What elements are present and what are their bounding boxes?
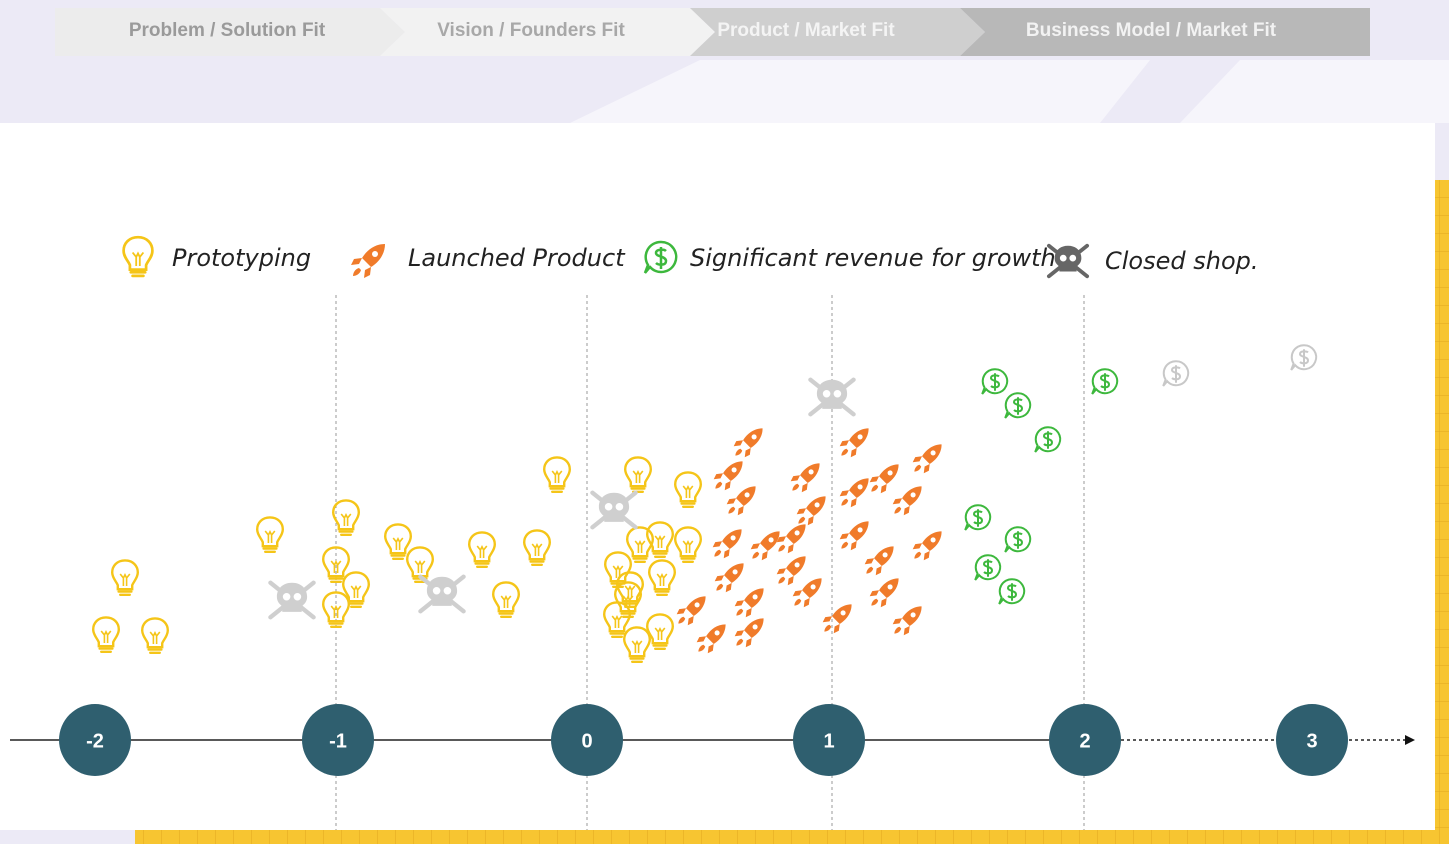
grid-edge — [135, 830, 1449, 844]
phase-label: Business Model / Market Fit — [1026, 20, 1277, 41]
phase-segment — [960, 8, 1370, 56]
timeline-label: 0 — [581, 730, 592, 752]
timeline-node — [793, 704, 865, 776]
timeline-node — [551, 704, 623, 776]
timeline-label: -1 — [329, 730, 347, 752]
timeline-label: 3 — [1306, 730, 1317, 752]
phase-segment — [690, 8, 985, 56]
phase-segment — [55, 8, 405, 56]
timeline-node — [59, 704, 131, 776]
phase-segment — [380, 8, 715, 56]
background-shape — [570, 60, 1449, 123]
grid-edge — [1435, 180, 1449, 844]
timeline-node — [1049, 704, 1121, 776]
timeline-label: -2 — [86, 730, 104, 752]
legend: Prototyping Launched Product Significant… — [122, 235, 1259, 279]
timeline-node — [1276, 704, 1348, 776]
timeline-label: 2 — [1079, 730, 1090, 752]
phase-bar: Problem / Solution Fit Vision / Founders… — [55, 8, 1370, 56]
phase-label: Problem / Solution Fit — [129, 20, 326, 41]
timeline-label: 1 — [823, 730, 834, 752]
legend-label: Prototyping — [172, 244, 311, 272]
timeline-node — [302, 704, 374, 776]
legend-label: Significant revenue for growth — [690, 244, 1056, 272]
phase-label: Vision / Founders Fit — [437, 20, 625, 41]
phase-label: Product / Market Fit — [717, 20, 895, 41]
timeline-nodes: -2 -1 0 1 2 3 — [59, 704, 1348, 776]
arrowhead — [1405, 735, 1415, 745]
legend-label: Launched Product — [408, 244, 626, 272]
legend-label: Closed shop. — [1105, 247, 1259, 275]
